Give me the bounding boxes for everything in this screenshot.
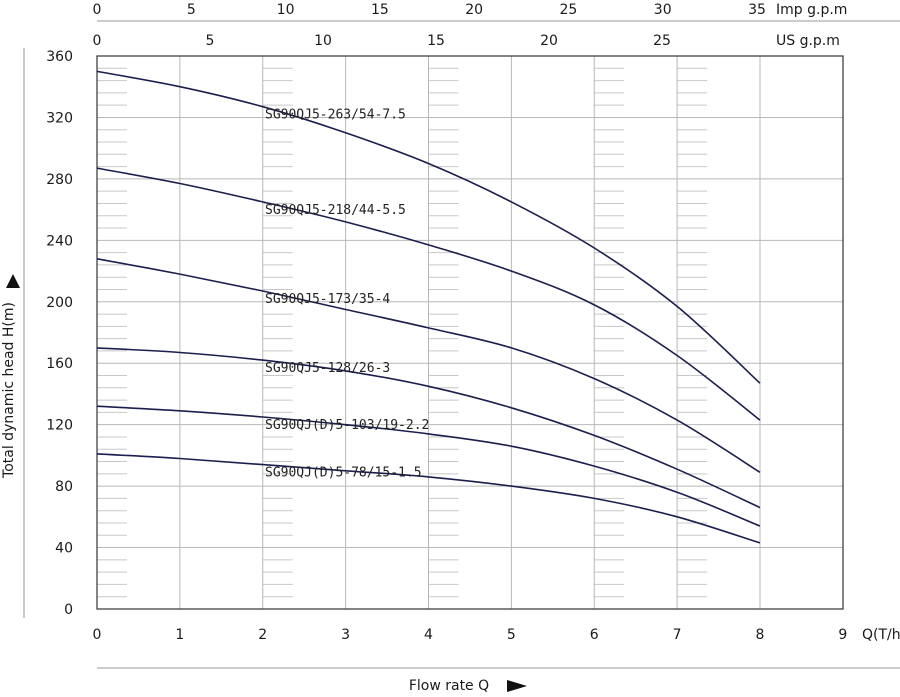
y-tick-label: 320 (46, 110, 73, 126)
us-gpm-unit-label: US g.p.m (776, 33, 840, 49)
us-gpm-tick-label: 15 (427, 33, 445, 49)
x-axis-arrow-icon (507, 680, 527, 692)
y-axis-title: Total dynamic head H(m) (1, 302, 17, 479)
y-tick-label: 40 (55, 541, 73, 557)
imp-gpm-tick-label: 20 (465, 2, 483, 18)
curve-label: SG90QJ5-218/44-5.5 (265, 203, 406, 218)
curve-label: SG90QJ5-128/26-3 (265, 361, 390, 376)
x-tick-label: 0 (93, 627, 102, 643)
imp-gpm-tick-label: 30 (654, 2, 672, 18)
x-tick-label: 8 (756, 627, 765, 643)
imp-gpm-tick-label: 35 (748, 2, 766, 18)
y-tick-label: 80 (55, 479, 73, 495)
curve-label: SG90QJ(D)5-78/15-1.5 (265, 466, 422, 481)
x-tick-label: 1 (175, 627, 184, 643)
x-tick-label: 4 (424, 627, 433, 643)
y-tick-label: 200 (46, 295, 73, 311)
x-tick-label: 9 (838, 627, 847, 643)
us-gpm-tick-label: 20 (540, 33, 558, 49)
curve-label: SG90QJ5-263/54-7.5 (265, 108, 406, 123)
x-tick-label: 3 (341, 627, 350, 643)
x-axis-title: Flow rate Q (409, 678, 489, 693)
imp-gpm-tick-label: 15 (371, 2, 389, 18)
imp-gpm-unit-label: Imp g.p.m (776, 2, 847, 18)
y-tick-label: 240 (46, 233, 73, 249)
x-tick-label: 7 (673, 627, 682, 643)
y-tick-label: 120 (46, 418, 73, 434)
y-axis-arrow-icon (6, 274, 20, 288)
imp-gpm-tick-label: 25 (560, 2, 578, 18)
imp-gpm-tick-label: 10 (277, 2, 295, 18)
x-unit-label: Q(T/h) (862, 627, 900, 643)
curve-label: SG90QJ(D)5-103/19-2.2 (265, 418, 429, 433)
us-gpm-tick-label: 0 (93, 33, 102, 49)
imp-gpm-tick-label: 5 (187, 2, 196, 18)
y-tick-label: 360 (46, 49, 73, 65)
x-tick-label: 5 (507, 627, 516, 643)
y-tick-label: 0 (64, 602, 73, 618)
us-gpm-tick-label: 5 (206, 33, 215, 49)
y-tick-label: 160 (46, 356, 73, 372)
us-gpm-tick-label: 10 (314, 33, 332, 49)
curve-label: SG90QJ5-173/35-4 (265, 292, 390, 307)
y-tick-label: 280 (46, 172, 73, 188)
imp-gpm-tick-label: 0 (93, 2, 102, 18)
x-tick-label: 6 (590, 627, 599, 643)
us-gpm-tick-label: 25 (653, 33, 671, 49)
x-tick-label: 2 (258, 627, 267, 643)
plot-frame (97, 56, 843, 609)
